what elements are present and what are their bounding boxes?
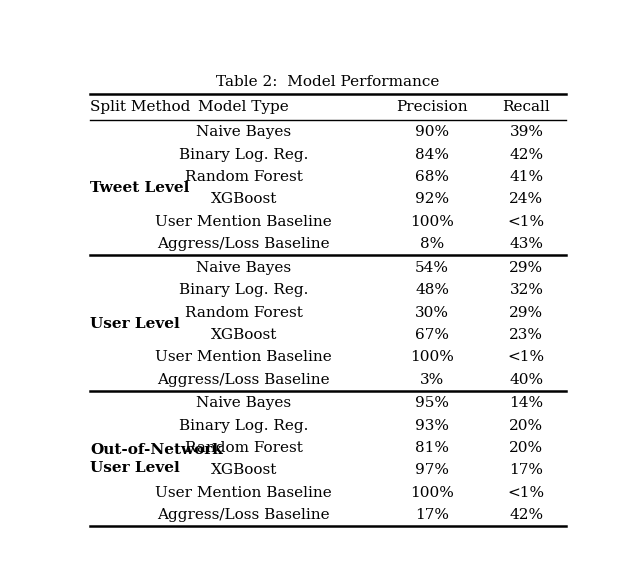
Text: <1%: <1%	[508, 215, 545, 229]
Text: 40%: 40%	[509, 373, 543, 386]
Text: Precision: Precision	[396, 100, 468, 114]
Text: 92%: 92%	[415, 192, 449, 207]
Text: XGBoost: XGBoost	[211, 463, 277, 477]
Text: <1%: <1%	[508, 485, 545, 500]
Text: Table 2:  Model Performance: Table 2: Model Performance	[216, 75, 440, 89]
Text: 41%: 41%	[509, 170, 543, 184]
Text: Naive Bayes: Naive Bayes	[196, 126, 291, 139]
Text: 81%: 81%	[415, 441, 449, 455]
Text: Aggress/Loss Baseline: Aggress/Loss Baseline	[157, 373, 330, 386]
Text: Binary Log. Reg.: Binary Log. Reg.	[179, 419, 308, 432]
Text: 30%: 30%	[415, 306, 449, 320]
Text: Binary Log. Reg.: Binary Log. Reg.	[179, 283, 308, 297]
Text: 39%: 39%	[509, 126, 543, 139]
Text: XGBoost: XGBoost	[211, 192, 277, 207]
Text: 100%: 100%	[410, 215, 454, 229]
Text: Split Method: Split Method	[90, 100, 190, 114]
Text: Naive Bayes: Naive Bayes	[196, 396, 291, 410]
Text: Random Forest: Random Forest	[185, 170, 303, 184]
Text: User Level: User Level	[90, 317, 180, 331]
Text: Recall: Recall	[502, 100, 550, 114]
Text: Random Forest: Random Forest	[185, 306, 303, 320]
Text: User Mention Baseline: User Mention Baseline	[156, 215, 332, 229]
Text: 8%: 8%	[420, 237, 444, 251]
Text: User Mention Baseline: User Mention Baseline	[156, 351, 332, 364]
Text: 43%: 43%	[509, 237, 543, 251]
Text: <1%: <1%	[508, 351, 545, 364]
Text: 90%: 90%	[415, 126, 449, 139]
Text: 32%: 32%	[509, 283, 543, 297]
Text: 20%: 20%	[509, 419, 543, 432]
Text: 14%: 14%	[509, 396, 543, 410]
Text: 3%: 3%	[420, 373, 444, 386]
Text: 42%: 42%	[509, 508, 543, 522]
Text: 97%: 97%	[415, 463, 449, 477]
Text: 24%: 24%	[509, 192, 543, 207]
Text: Model Type: Model Type	[198, 100, 289, 114]
Text: 17%: 17%	[415, 508, 449, 522]
Text: 29%: 29%	[509, 261, 543, 275]
Text: 29%: 29%	[509, 306, 543, 320]
Text: 20%: 20%	[509, 441, 543, 455]
Text: 100%: 100%	[410, 485, 454, 500]
Text: Aggress/Loss Baseline: Aggress/Loss Baseline	[157, 508, 330, 522]
Text: 84%: 84%	[415, 148, 449, 162]
Text: 42%: 42%	[509, 148, 543, 162]
Text: Random Forest: Random Forest	[185, 441, 303, 455]
Text: User Mention Baseline: User Mention Baseline	[156, 485, 332, 500]
Text: 23%: 23%	[509, 328, 543, 342]
Text: 68%: 68%	[415, 170, 449, 184]
Text: Binary Log. Reg.: Binary Log. Reg.	[179, 148, 308, 162]
Text: 54%: 54%	[415, 261, 449, 275]
Text: 93%: 93%	[415, 419, 449, 432]
Text: Out-of-Network
User Level: Out-of-Network User Level	[90, 443, 223, 475]
Text: Tweet Level: Tweet Level	[90, 182, 189, 195]
Text: Naive Bayes: Naive Bayes	[196, 261, 291, 275]
Text: Aggress/Loss Baseline: Aggress/Loss Baseline	[157, 237, 330, 251]
Text: XGBoost: XGBoost	[211, 328, 277, 342]
Text: 95%: 95%	[415, 396, 449, 410]
Text: 67%: 67%	[415, 328, 449, 342]
Text: 100%: 100%	[410, 351, 454, 364]
Text: 17%: 17%	[509, 463, 543, 477]
Text: 48%: 48%	[415, 283, 449, 297]
